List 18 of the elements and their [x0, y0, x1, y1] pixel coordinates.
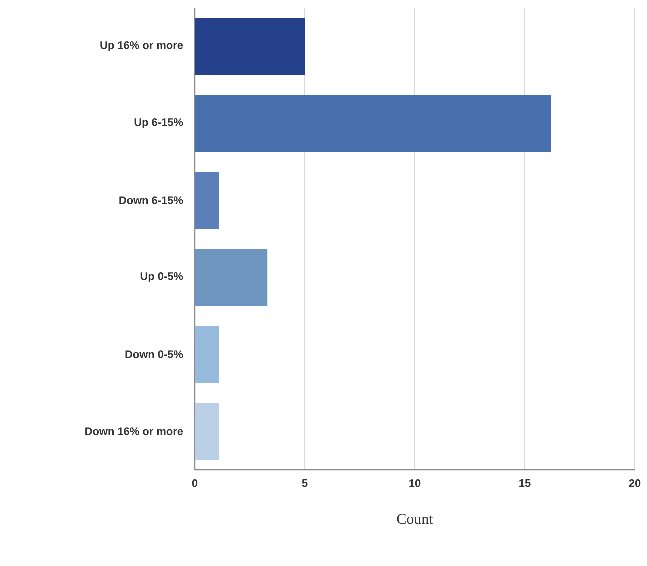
y-tick-label: Down 16% or more — [86, 428, 184, 436]
x-tick-label: 0 — [192, 480, 198, 488]
bar — [195, 172, 220, 229]
x-tick-label: 10 — [410, 480, 421, 488]
y-tick-label: Up 16% or more — [100, 42, 184, 52]
x-tick-label: 20 — [629, 480, 641, 488]
bar — [195, 94, 552, 152]
x-tick-label: 15 — [520, 480, 531, 488]
bar — [195, 326, 220, 383]
y-tick-label: Down 0-5% — [126, 350, 184, 358]
y-tick-label: Up 6-15% — [134, 118, 184, 128]
bar — [195, 248, 268, 306]
x-axis-title: Count — [397, 514, 434, 524]
y-tick-label: Up 0-5% — [140, 272, 184, 282]
y-tick-label: Down 6-15% — [120, 196, 184, 204]
bar — [195, 402, 220, 460]
x-tick-label: 5 — [302, 480, 308, 488]
bar — [195, 18, 306, 75]
